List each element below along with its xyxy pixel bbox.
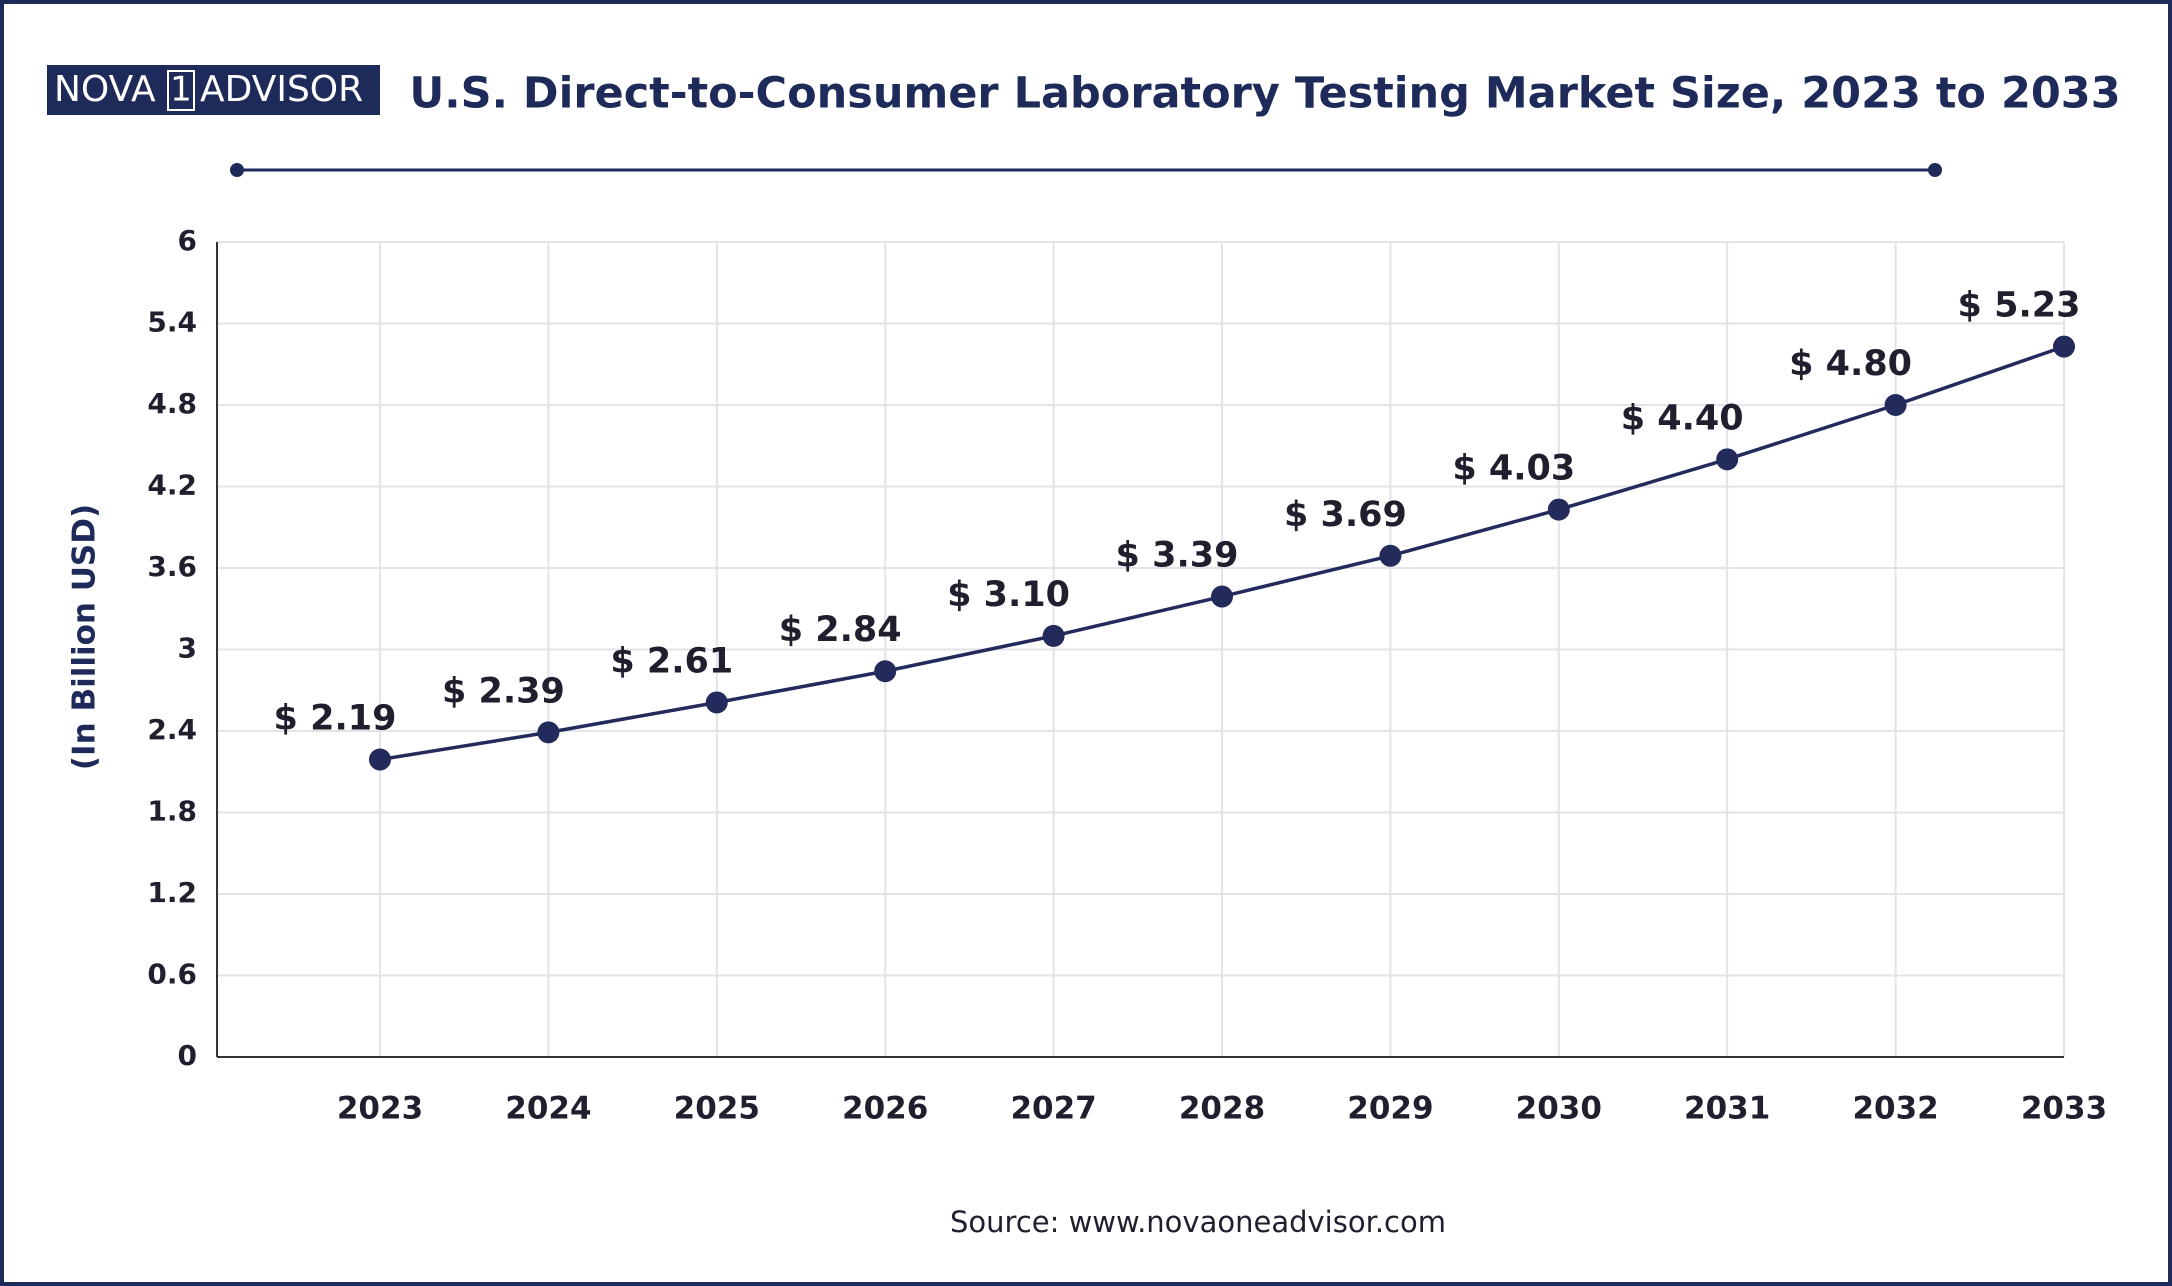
x-tick-label: 2033: [2021, 1091, 2107, 1127]
rule-dot: [1928, 163, 1942, 177]
value-label: $ 4.03: [1452, 449, 1575, 489]
x-tick-label: 2031: [1684, 1091, 1770, 1127]
point: [2053, 335, 2075, 358]
y-tick-label: 6: [178, 224, 197, 257]
x-tick-label: 2026: [842, 1091, 928, 1127]
y-tick-label: 3.6: [147, 550, 197, 583]
y-tick-label: 2.4: [147, 713, 197, 746]
y-tick-label: 1.8: [147, 795, 197, 828]
x-tick-label: 2032: [1852, 1091, 1938, 1127]
y-tick-label: 1.2: [147, 876, 197, 909]
point: [1211, 585, 1233, 608]
logo-mark-box: [167, 70, 195, 111]
y-tick-label: 5.4: [147, 306, 197, 339]
source: Source: www.novaoneadvisor.com: [950, 1205, 1446, 1239]
y-tick-label: 0.6: [147, 958, 197, 991]
logo-left: NOVA: [54, 69, 156, 110]
point: [1716, 448, 1739, 471]
rule-dot: [230, 163, 244, 177]
y-axis-label: (In Billion USD): [67, 504, 103, 770]
point: [1042, 624, 1065, 647]
y-tick-label: 3: [178, 632, 197, 665]
point: [1884, 394, 1907, 416]
y-tick-label: 4.8: [147, 387, 197, 420]
chart-title: U.S. Direct-to-Consumer Laboratory Testi…: [409, 69, 2120, 119]
x-tick-label: 2025: [674, 1091, 760, 1127]
x-tick-label: 2023: [337, 1091, 423, 1127]
point: [705, 691, 728, 714]
logo-box: [47, 65, 380, 115]
point: [1547, 498, 1570, 521]
y-tick-label: 4.2: [147, 469, 197, 502]
value-label: $ 2.61: [610, 641, 733, 681]
x-tick-label: 2027: [1010, 1091, 1096, 1127]
value-label: $ 3.39: [1116, 536, 1239, 576]
point: [874, 660, 897, 683]
x-tick-label: 2029: [1347, 1091, 1433, 1127]
x-tick-label: 2024: [505, 1091, 591, 1127]
x-tick-label: 2030: [1516, 1091, 1602, 1127]
value-label: $ 2.19: [274, 699, 397, 739]
point: [369, 748, 391, 771]
value-label: $ 4.40: [1621, 398, 1744, 438]
point: [537, 721, 560, 744]
value-label: $ 3.69: [1284, 495, 1407, 535]
value-label: $ 5.23: [1958, 286, 2081, 326]
value-label: $ 3.10: [947, 575, 1070, 615]
value-label: $ 2.84: [779, 610, 902, 650]
x-tick-label: 2028: [1179, 1091, 1265, 1127]
value-label: $ 2.39: [442, 671, 565, 711]
point: [1379, 544, 1402, 567]
logo-right: ADVISOR: [200, 69, 363, 110]
logo-mark: 1: [170, 70, 192, 110]
y-tick-label: 0: [178, 1039, 197, 1072]
value-label: $ 4.80: [1789, 344, 1912, 384]
